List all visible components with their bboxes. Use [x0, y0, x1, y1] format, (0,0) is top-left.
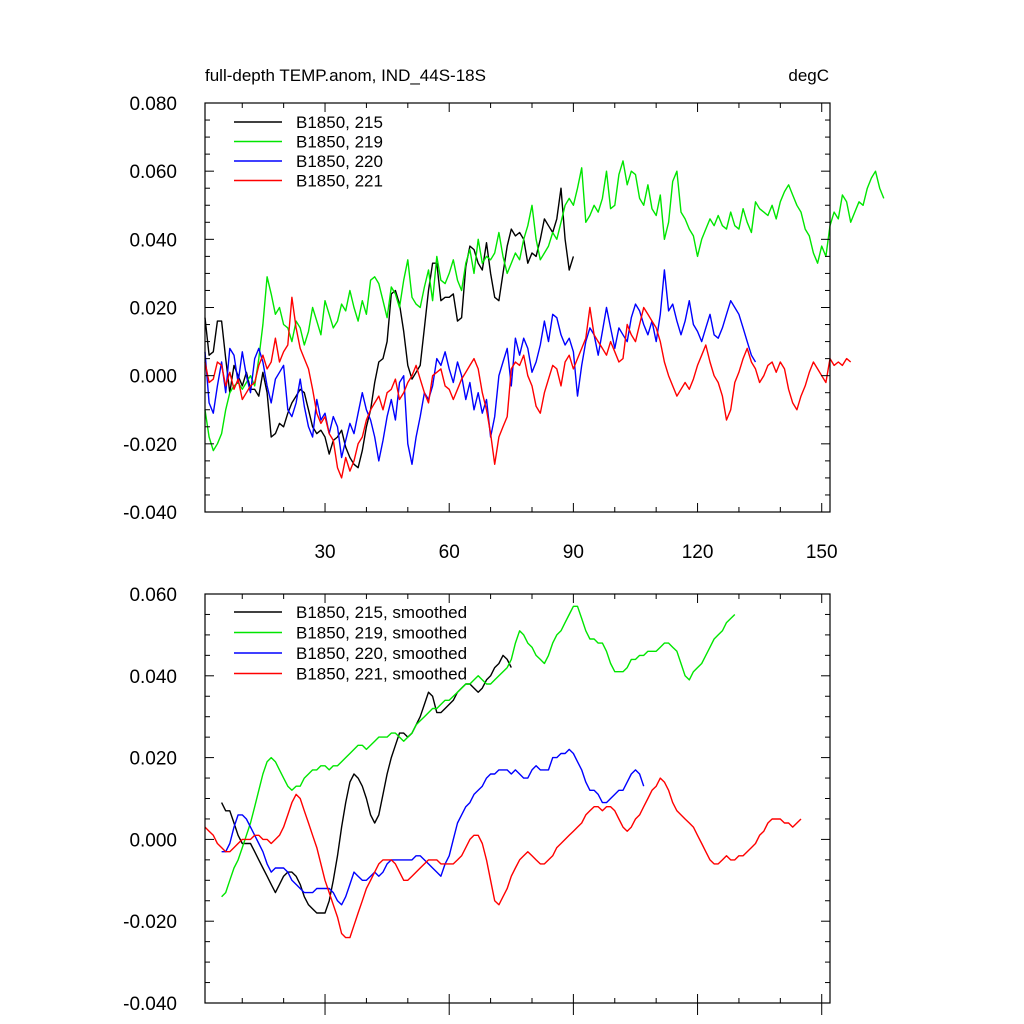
legend-label: B1850, 220 [296, 152, 383, 171]
top-tick-layer: -0.040 -0.020 0.000 0.020 0.040 0.060 0.080 30 6… [123, 94, 837, 563]
y-tick-label: 0.060 [129, 162, 177, 183]
series-line-0-1 [204, 160, 885, 452]
y-tick-label: 0.080 [129, 94, 177, 115]
series-line-1-2 [221, 748, 645, 906]
y-tick-label: -0.020 [123, 912, 177, 933]
bottom-series-layer [204, 605, 802, 939]
legend-label: B1850, 215, smoothed [296, 603, 467, 622]
x-tick-label: 90 [563, 542, 584, 563]
y-tick-label: 0.020 [129, 749, 177, 770]
y-tick-label: 0.060 [129, 585, 177, 606]
series-line-0-0 [204, 187, 575, 469]
legend-label: B1850, 220, smoothed [296, 644, 467, 663]
bottom-legend: B1850, 215, smoothed B1850, 219, smoothed… [234, 603, 467, 684]
y-tick-label: -0.020 [123, 435, 177, 456]
bottom-plot-frame [204, 593, 831, 1004]
legend-label: B1850, 219, smoothed [296, 624, 467, 643]
x-tick-label: 30 [314, 542, 335, 563]
x-tick-label: 120 [682, 542, 714, 563]
top-panel-units: degC [788, 66, 829, 85]
series-line-1-0 [220, 654, 512, 914]
series-line-1-3 [204, 777, 802, 939]
legend-label: B1850, 219 [296, 133, 383, 152]
top-panel-title: full-depth TEMP.anom, IND_44S-18S [205, 66, 486, 85]
y-tick-label: -0.040 [123, 994, 177, 1015]
y-tick-label: 0.040 [129, 667, 177, 688]
legend-label: B1850, 215 [296, 113, 383, 132]
series-line-1-1 [221, 605, 736, 898]
series-line-0-3 [204, 296, 852, 479]
y-tick-label: -0.040 [123, 503, 177, 524]
x-tick-label: 60 [439, 542, 460, 563]
y-tick-label: 0.000 [129, 830, 177, 851]
bottom-tick-layer: -0.040 -0.020 0.000 0.020 0.040 0.060 [123, 585, 830, 1015]
bottom-panel: -0.040 -0.020 0.000 0.020 0.040 0.060 B1850, … [123, 585, 831, 1015]
y-tick-label: 0.000 [129, 367, 177, 388]
top-plot-frame [204, 102, 831, 513]
y-tick-label: 0.020 [129, 299, 177, 320]
top-series-layer [204, 160, 885, 479]
legend-label: B1850, 221 [296, 172, 383, 191]
legend-label: B1850, 221, smoothed [296, 665, 467, 684]
series-line-0-2 [204, 269, 757, 465]
y-tick-label: 0.040 [129, 230, 177, 251]
top-panel: full-depth TEMP.anom, IND_44S-18S degC -… [123, 66, 885, 563]
x-tick-label: 150 [806, 542, 838, 563]
